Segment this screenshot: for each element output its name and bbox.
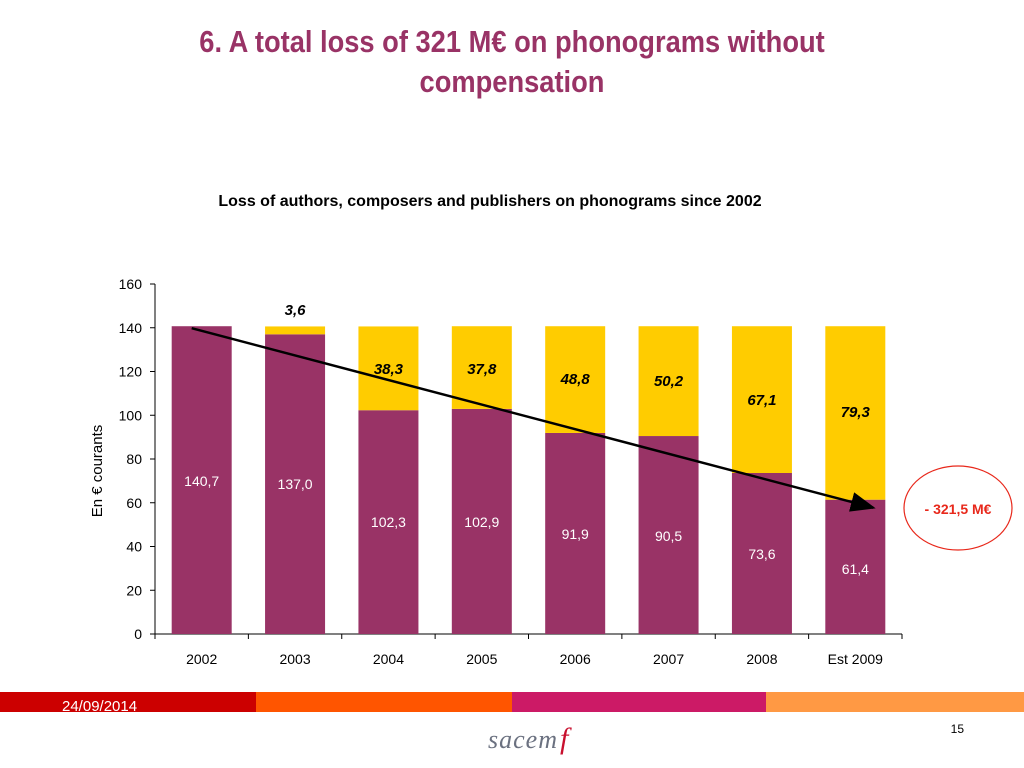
sacem-logo: sacemf	[488, 722, 569, 756]
x-tick-label: 2005	[466, 651, 497, 667]
bar-loss	[358, 326, 419, 411]
footer-bar-4	[766, 692, 1024, 712]
bar-loss	[545, 326, 606, 433]
data-label-loss: 79,3	[841, 404, 871, 421]
bar-loss	[451, 326, 512, 409]
data-label-loss: 38,3	[374, 361, 404, 378]
bar-revenue	[358, 410, 419, 634]
y-axis-label: En € courants	[89, 425, 106, 518]
x-tick-label: 2003	[279, 651, 310, 667]
x-tick-label: 2006	[560, 651, 591, 667]
y-tick-label: 120	[119, 364, 143, 380]
data-label-revenue: 102,9	[464, 514, 499, 530]
bar-revenue	[545, 432, 606, 634]
callout-ellipse	[903, 465, 1013, 551]
data-label-revenue: 137,0	[278, 476, 313, 492]
data-label-revenue: 90,5	[655, 528, 682, 544]
trend-arrow	[191, 327, 876, 512]
data-label-revenue: 140,7	[184, 473, 219, 489]
bar-revenue	[265, 334, 326, 634]
y-tick-label: 160	[119, 276, 143, 292]
bar-revenue	[638, 436, 699, 634]
footer-bar-1	[0, 692, 256, 712]
bar-revenue	[171, 326, 232, 634]
x-tick-label: 2008	[746, 651, 777, 667]
bar-loss	[265, 326, 326, 335]
x-tick-label: 2002	[186, 651, 217, 667]
footer-bar-2	[256, 692, 512, 712]
bar-loss	[825, 326, 886, 500]
y-tick-label: 20	[126, 582, 142, 598]
footer-bar-3	[512, 692, 766, 712]
data-label-revenue: 91,9	[562, 526, 589, 542]
data-label-loss: 50,2	[654, 373, 684, 390]
bar-revenue	[825, 499, 886, 634]
y-tick-label: 0	[134, 626, 142, 642]
data-label-loss: 48,8	[560, 371, 591, 388]
data-label-revenue: 73,6	[748, 546, 775, 562]
data-label-loss: 67,1	[747, 392, 776, 409]
y-tick-label: 140	[119, 320, 143, 336]
logo-text: sacem	[488, 725, 558, 754]
stacked-bar-chart: 0 20 40 60 80 100 120 140 160 2002 2003 2004 2005 200…	[89, 276, 1013, 667]
data-label-loss: 3,6	[285, 302, 307, 319]
y-tick-label: 80	[126, 451, 142, 467]
y-tick-label: 60	[126, 495, 142, 511]
data-label-revenue: 102,3	[371, 514, 406, 530]
x-tick-label: Est 2009	[828, 651, 883, 667]
page-number: 15	[950, 722, 964, 736]
data-label-revenue: 61,4	[842, 561, 869, 577]
x-tick-label: 2004	[373, 651, 404, 667]
data-label-loss: 37,8	[467, 361, 497, 378]
callout-text: - 321,5 M€	[925, 501, 992, 517]
x-tick-label: 2007	[653, 651, 684, 667]
bar-revenue	[451, 408, 512, 634]
footer-date: 24/09/2014	[62, 698, 138, 715]
slide-title: 6. A total loss of 321 M€ on phonograms …	[199, 24, 825, 99]
logo-mark: f	[559, 722, 570, 755]
y-tick-label: 40	[126, 539, 142, 555]
bar-revenue	[731, 473, 792, 634]
y-tick-label: 100	[119, 407, 143, 423]
chart-title: Loss of authors, composers and publisher…	[218, 193, 762, 210]
bar-loss	[731, 326, 792, 473]
bar-loss	[638, 326, 699, 437]
